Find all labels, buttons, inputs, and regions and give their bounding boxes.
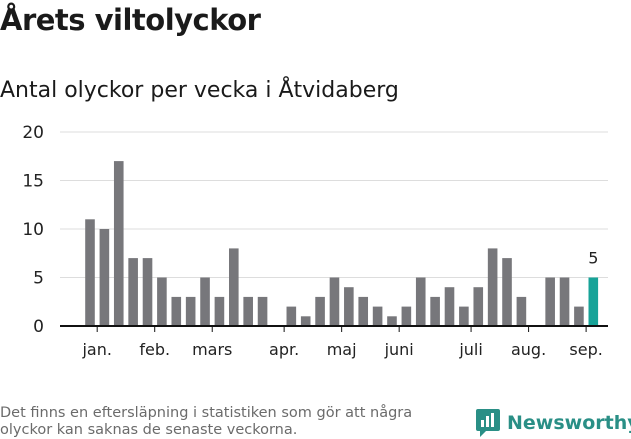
- x-tick-label: juli: [458, 340, 482, 359]
- bar: [372, 306, 383, 326]
- bar: [243, 296, 253, 326]
- y-tick-label: 0: [33, 317, 44, 337]
- bar: [387, 316, 397, 326]
- bar: [430, 296, 440, 326]
- x-tick-label: feb.: [139, 340, 170, 359]
- bar: [444, 287, 455, 326]
- newsworthy-logo-icon: [476, 409, 500, 437]
- bar: [344, 287, 354, 326]
- bar: [229, 248, 239, 326]
- bar: [128, 258, 138, 326]
- bar: [257, 296, 268, 326]
- bar: [142, 258, 153, 326]
- brand-label: Newsworthy: [507, 412, 631, 434]
- x-tick-label: jan.: [81, 340, 111, 359]
- bar: [516, 296, 527, 326]
- x-tick-label: maj: [327, 340, 357, 359]
- bar: [300, 316, 311, 326]
- x-tick-label: juni: [384, 340, 414, 359]
- x-tick-label: mars: [192, 340, 232, 359]
- bar: [574, 306, 584, 326]
- y-tick-label: 20: [22, 123, 44, 143]
- bar: [559, 277, 570, 326]
- bar: [171, 296, 182, 326]
- bar: [200, 277, 210, 326]
- y-tick-label: 15: [22, 172, 44, 192]
- bar: [545, 277, 555, 326]
- bar: [473, 287, 484, 326]
- y-tick-label: 10: [22, 220, 44, 240]
- bar: [99, 229, 110, 326]
- bar: [459, 306, 469, 326]
- bar: [502, 258, 512, 326]
- brand[interactable]: Newsworthy: [475, 408, 631, 438]
- bar: [315, 296, 325, 326]
- bar-highlight: [588, 277, 599, 326]
- bar: [415, 277, 426, 326]
- bar: [85, 219, 95, 326]
- chart-title: Årets viltolyckor: [0, 3, 261, 37]
- bar: [358, 296, 369, 326]
- bar: [113, 161, 124, 326]
- bar-chart: 0 5 10 15 20 jan. feb. mars apr. maj juni juli aug. s…: [22, 123, 608, 359]
- x-tick-label: aug.: [511, 340, 546, 359]
- bar: [401, 306, 412, 326]
- bar: [286, 306, 297, 326]
- bar: [487, 248, 498, 326]
- data-label-highlight: 5: [588, 249, 598, 268]
- chart-subtitle: Antal olyckor per vecka i Åtvidaberg: [0, 78, 399, 103]
- bar: [214, 296, 225, 326]
- x-tick-label: sep.: [569, 340, 602, 359]
- y-tick-label: 5: [33, 269, 44, 289]
- x-tick-label: apr.: [269, 340, 299, 359]
- bar: [185, 296, 196, 326]
- bar: [157, 277, 167, 326]
- footnote: Det finns en eftersläpning i statistiken…: [0, 405, 413, 438]
- bar: [329, 277, 340, 326]
